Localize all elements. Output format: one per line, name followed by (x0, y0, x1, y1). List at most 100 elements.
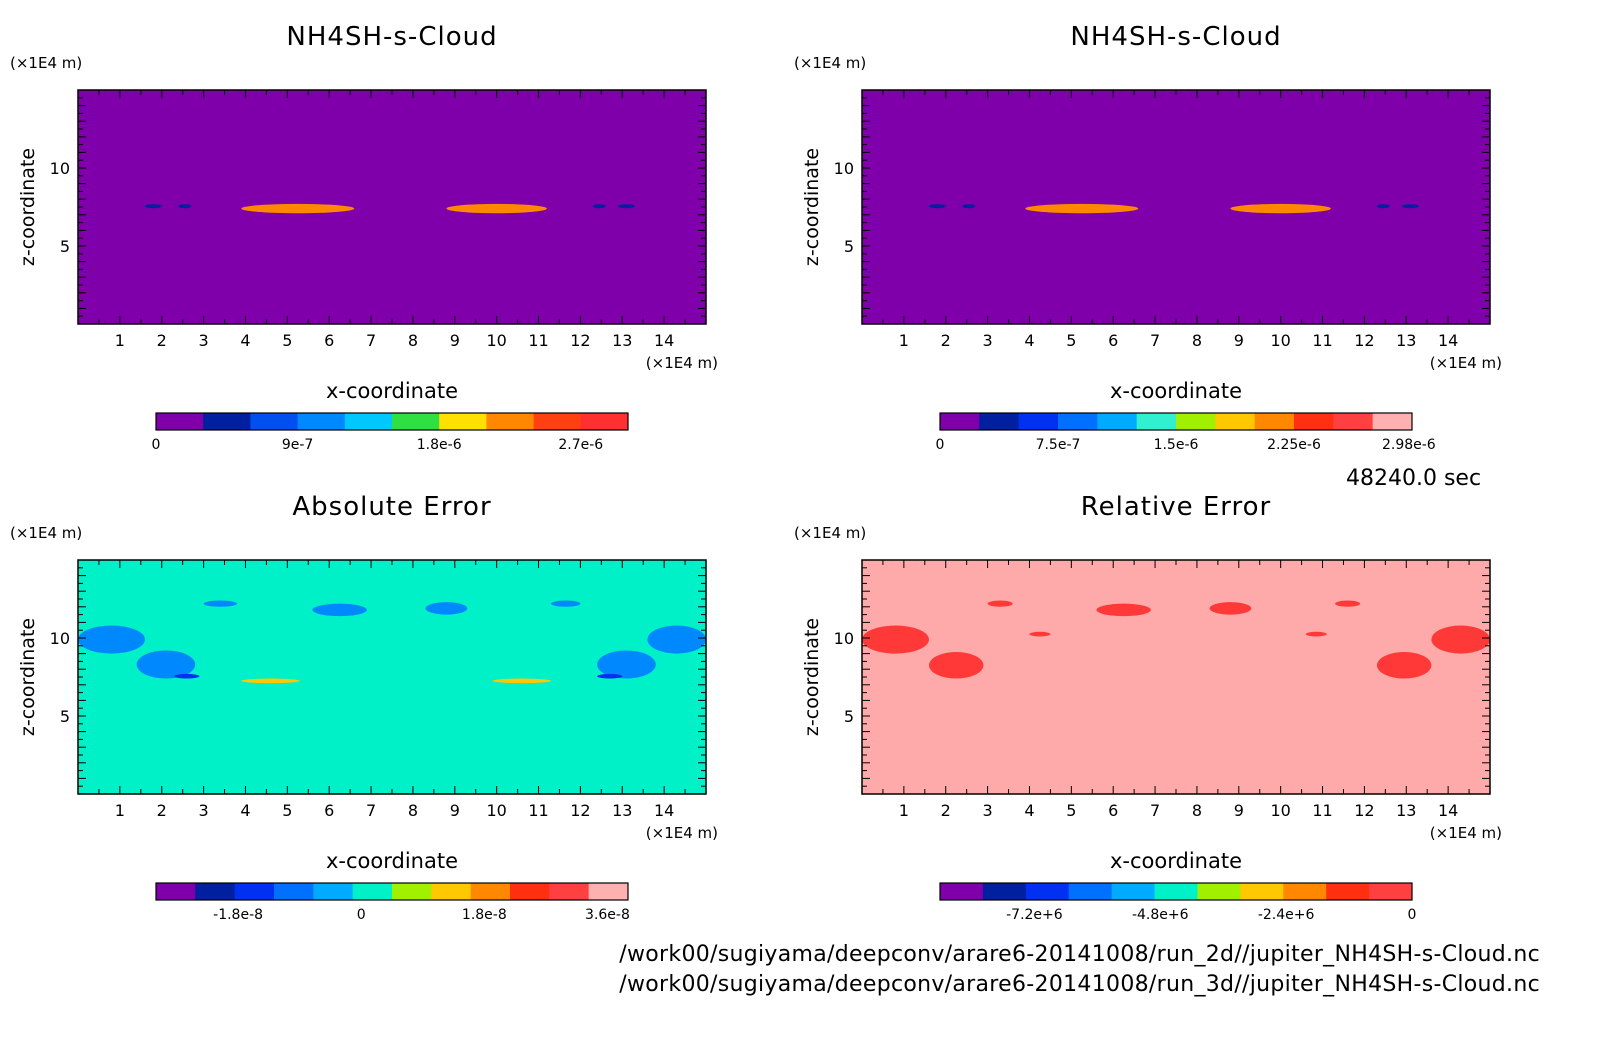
x-tick-label: 13 (612, 801, 632, 820)
colorbar-cell (979, 413, 1020, 430)
contour-region (1376, 204, 1390, 209)
colorbar-tick-label: 2.7e-6 (558, 437, 603, 453)
contour-region (928, 652, 984, 679)
x-axis-unit: (×1E4 m) (1430, 354, 1502, 372)
colorbar-cell (431, 883, 472, 900)
file-path-2d: /work00/sugiyama/deepconv/arare6-2014100… (619, 942, 1540, 967)
colorbar-cell (392, 883, 432, 900)
y-axis-label: z-coordinate (17, 618, 39, 736)
x-tick-label: 5 (1066, 331, 1076, 350)
x-tick-label: 9 (1234, 801, 1244, 820)
time-label: 48240.0 sec (1346, 466, 1482, 491)
chart-svg: NH4SH-s-Cloud(×1E4 m)1 2 3 4 5 6 7 8 9 10 11 12 13 14… (794, 22, 1502, 453)
x-tick-label: 7 (1150, 801, 1160, 820)
colorbar-cell (510, 883, 550, 900)
contour-region (144, 204, 162, 209)
y-tick-label: 10 (50, 629, 70, 648)
x-tick-label: 1 (899, 801, 909, 820)
contour-region (597, 650, 656, 679)
contour-region (492, 678, 552, 684)
plot-area (78, 90, 706, 324)
y-axis-unit: (×1E4 m) (10, 54, 82, 72)
colorbar-cell (982, 883, 1027, 900)
colorbar-cell (1018, 413, 1059, 430)
contour-region (1230, 203, 1331, 214)
y-tick-label: 5 (60, 707, 70, 726)
x-tick-label: 5 (282, 801, 292, 820)
x-tick-label: 2 (157, 331, 167, 350)
y-axis-unit: (×1E4 m) (794, 54, 866, 72)
colorbar-cell (344, 413, 393, 430)
colorbar-tick-label: 2.98e-6 (1382, 437, 1436, 453)
colorbar-cell (1326, 883, 1370, 900)
colorbar-cell (1068, 883, 1113, 900)
colorbar-cell (1097, 413, 1138, 430)
x-tick-label: 10 (1270, 801, 1290, 820)
colorbar-cell (1215, 413, 1256, 430)
x-tick-label: 8 (408, 801, 418, 820)
contour-region (551, 600, 581, 607)
x-axis-label: x-coordinate (1110, 849, 1242, 873)
x-tick-label: 1 (899, 331, 909, 350)
colorbar-cell (352, 883, 393, 900)
x-tick-label: 11 (528, 331, 548, 350)
contour-region (178, 204, 192, 209)
chart-title: NH4SH-s-Cloud (286, 22, 497, 52)
x-tick-label: 6 (324, 331, 334, 350)
x-tick-label: 11 (1312, 801, 1332, 820)
y-axis-label: z-coordinate (801, 618, 823, 736)
colorbar-tick-label: 0 (936, 437, 945, 453)
colorbar-cell (1025, 883, 1070, 900)
colorbar-tick-label: 0 (152, 437, 161, 453)
x-tick-label: 10 (486, 801, 506, 820)
contour-region (1402, 204, 1419, 209)
y-axis-label: z-coordinate (17, 148, 39, 266)
colorbar-tick-label: -7.2e+6 (1006, 907, 1063, 923)
colorbar-cell (392, 413, 440, 430)
colorbar-cell (274, 883, 314, 900)
colorbar-cell (1372, 413, 1413, 430)
colorbar-frame (939, 412, 1413, 431)
contour-region (862, 625, 929, 654)
colorbar-tick-label: -1.8e-8 (213, 907, 263, 923)
contour-region (1029, 631, 1051, 637)
chart-panel-bottom-right: Relative Error (×1E4 m) 1 2 3 4 5 6 7 8 9 10 11 12 13 1… (784, 470, 1544, 940)
x-tick-label: 14 (1438, 801, 1458, 820)
y-tick-label: 5 (844, 707, 854, 726)
y-tick-label: 10 (834, 159, 854, 178)
x-tick-label: 3 (199, 801, 209, 820)
x-tick-label: 10 (1270, 331, 1290, 350)
x-tick-label: 7 (1150, 331, 1160, 350)
colorbar-tick-label: 0 (357, 907, 366, 923)
x-tick-label: 13 (1396, 331, 1416, 350)
x-tick-label: 8 (1192, 801, 1202, 820)
chart-panel-top-right: NH4SH-s-Cloud (×1E4 m) 1 2 3 4 5 6 7 8 9 10 11 12 13 14… (784, 0, 1544, 470)
x-tick-label: 4 (1024, 331, 1034, 350)
contour-region (987, 600, 1013, 607)
colorbar-tick-label: -2.4e+6 (1258, 907, 1315, 923)
colorbar-cell (234, 883, 275, 900)
x-tick-label: 9 (1234, 331, 1244, 350)
x-tick-label: 2 (941, 801, 951, 820)
colorbar-tick-label: 3.6e-8 (585, 907, 630, 923)
y-tick-label: 10 (834, 629, 854, 648)
contour-region (446, 203, 547, 214)
x-tick-label: 6 (1108, 331, 1118, 350)
chart-title: NH4SH-s-Cloud (1070, 22, 1281, 52)
x-tick-label: 12 (1354, 331, 1374, 350)
x-axis-unit: (×1E4 m) (646, 354, 718, 372)
colorbar-frame (155, 412, 629, 431)
colorbar-cell (1176, 413, 1216, 430)
contour-region (597, 673, 623, 679)
colorbar-frame (939, 882, 1413, 901)
colorbar-cell (156, 883, 196, 900)
x-tick-label: 9 (450, 801, 460, 820)
x-tick-label: 12 (570, 801, 590, 820)
y-tick-label: 5 (844, 237, 854, 256)
x-tick-label: 5 (1066, 801, 1076, 820)
colorbar-cell (486, 413, 535, 430)
contour-region (203, 600, 238, 607)
x-tick-label: 9 (450, 331, 460, 350)
colorbar-cell (1111, 883, 1156, 900)
colorbar-cell (1369, 883, 1413, 900)
